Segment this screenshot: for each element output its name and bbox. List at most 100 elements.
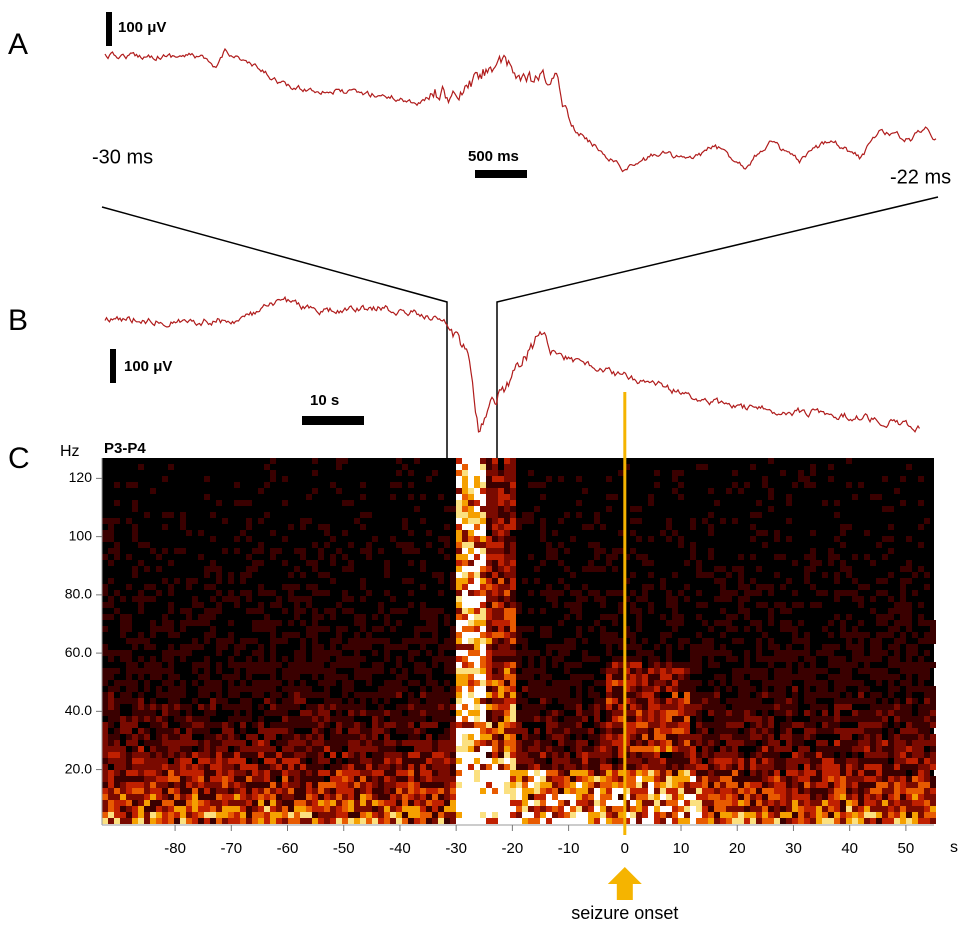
- spectrogram-cell: [630, 728, 636, 734]
- spectrogram-cell: [510, 602, 516, 608]
- spectrogram-cell: [462, 638, 468, 644]
- spectrogram-cell: [420, 560, 426, 566]
- spectrogram-cell: [738, 770, 744, 776]
- spectrogram-cell: [906, 788, 912, 794]
- spectrogram-cell: [510, 542, 516, 548]
- spectrogram-cell: [804, 818, 810, 824]
- spectrogram-cell: [384, 590, 390, 596]
- spectrogram-cell: [690, 548, 696, 554]
- spectrogram-cell: [366, 806, 372, 812]
- spectrogram-cell: [690, 800, 696, 806]
- spectrogram-cell: [510, 812, 516, 818]
- time-label: -22 ms: [890, 166, 951, 188]
- spectrogram-cell: [204, 686, 210, 692]
- spectrogram-cell: [792, 806, 798, 812]
- spectrogram-cell: [636, 764, 642, 770]
- spectrogram-cell: [582, 806, 588, 812]
- spectrogram-cell: [342, 674, 348, 680]
- spectrogram-cell: [690, 542, 696, 548]
- spectrogram-cell: [354, 776, 360, 782]
- spectrogram-cell: [432, 770, 438, 776]
- spectrogram-cell: [702, 650, 708, 656]
- spectrogram-cell: [426, 692, 432, 698]
- spectrogram-cell: [558, 578, 564, 584]
- spectrogram-cell: [840, 674, 846, 680]
- spectrogram-cell: [738, 584, 744, 590]
- spectrogram-cell: [642, 770, 648, 776]
- spectrogram-cell: [804, 710, 810, 716]
- spectrogram-cell: [168, 710, 174, 716]
- spectrogram-cell: [756, 722, 762, 728]
- spectrogram-cell: [852, 800, 858, 806]
- spectrogram-cell: [444, 800, 450, 806]
- spectrogram-cell: [114, 680, 120, 686]
- spectrogram-cell: [270, 680, 276, 686]
- spectrogram-cell: [594, 776, 600, 782]
- spectrogram-cell: [618, 722, 624, 728]
- spectrogram-cell: [870, 776, 876, 782]
- spectrogram-cell: [858, 698, 864, 704]
- spectrogram-cell: [426, 782, 432, 788]
- spectrogram-cell: [906, 566, 912, 572]
- spectrogram-cell: [846, 800, 852, 806]
- spectrogram-cell: [300, 638, 306, 644]
- spectrogram-cell: [114, 554, 120, 560]
- spectrogram-cell: [696, 728, 702, 734]
- spectrogram-cell: [456, 770, 462, 776]
- spectrogram-cell: [294, 632, 300, 638]
- spectrogram-cell: [828, 776, 834, 782]
- spectrogram-cell: [804, 776, 810, 782]
- spectrogram-cell: [168, 818, 174, 824]
- spectrogram-cell: [474, 494, 480, 500]
- spectrogram-cell: [504, 596, 510, 602]
- spectrogram-cell: [882, 812, 888, 818]
- spectrogram-cell: [246, 638, 252, 644]
- spectrogram-cell: [636, 734, 642, 740]
- spectrogram-cell: [540, 518, 546, 524]
- spectrogram-cell: [768, 734, 774, 740]
- spectrogram-cell: [294, 806, 300, 812]
- spectrogram-cell: [468, 566, 474, 572]
- spectrogram-cell: [852, 554, 858, 560]
- spectrogram-cell: [504, 470, 510, 476]
- spectrogram-cell: [366, 680, 372, 686]
- spectrogram-cell: [468, 728, 474, 734]
- spectrogram-cell: [552, 800, 558, 806]
- spectrogram-cell: [342, 458, 348, 464]
- time-label: -30 ms: [92, 146, 153, 168]
- spectrogram-cell: [804, 746, 810, 752]
- spectrogram-cell: [618, 728, 624, 734]
- spectrogram-cell: [216, 764, 222, 770]
- spectrogram-cell: [894, 650, 900, 656]
- spectrogram-cell: [402, 704, 408, 710]
- spectrogram-cell: [204, 782, 210, 788]
- spectrogram-cell: [258, 560, 264, 566]
- spectrogram-cell: [474, 650, 480, 656]
- spectrogram-cell: [612, 818, 618, 824]
- spectrogram-cell: [474, 632, 480, 638]
- spectrogram-cell: [768, 722, 774, 728]
- spectrogram-cell: [156, 788, 162, 794]
- spectrogram-cell: [822, 692, 828, 698]
- spectrogram-cell: [834, 728, 840, 734]
- spectrogram-cell: [408, 734, 414, 740]
- spectrogram-cell: [882, 770, 888, 776]
- spectrogram-cell: [888, 752, 894, 758]
- spectrogram-cell: [330, 536, 336, 542]
- spectrogram-cell: [402, 770, 408, 776]
- spectrogram-cell: [858, 680, 864, 686]
- spectrogram-cell: [348, 746, 354, 752]
- spectrogram-cell: [468, 704, 474, 710]
- spectrogram-cell: [930, 752, 936, 758]
- spectrogram-cell: [852, 596, 858, 602]
- spectrogram-cell: [708, 752, 714, 758]
- spectrogram-cell: [210, 566, 216, 572]
- spectrogram-cell: [576, 716, 582, 722]
- spectrogram-cell: [456, 512, 462, 518]
- spectrogram-cell: [774, 770, 780, 776]
- spectrogram-cell: [654, 800, 660, 806]
- spectrogram-cell: [786, 788, 792, 794]
- spectrogram-cell: [888, 596, 894, 602]
- spectrogram-cell: [840, 716, 846, 722]
- spectrogram-cell: [462, 578, 468, 584]
